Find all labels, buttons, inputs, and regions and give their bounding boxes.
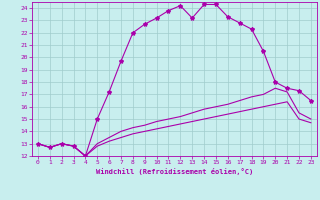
X-axis label: Windchill (Refroidissement éolien,°C): Windchill (Refroidissement éolien,°C) [96, 168, 253, 175]
